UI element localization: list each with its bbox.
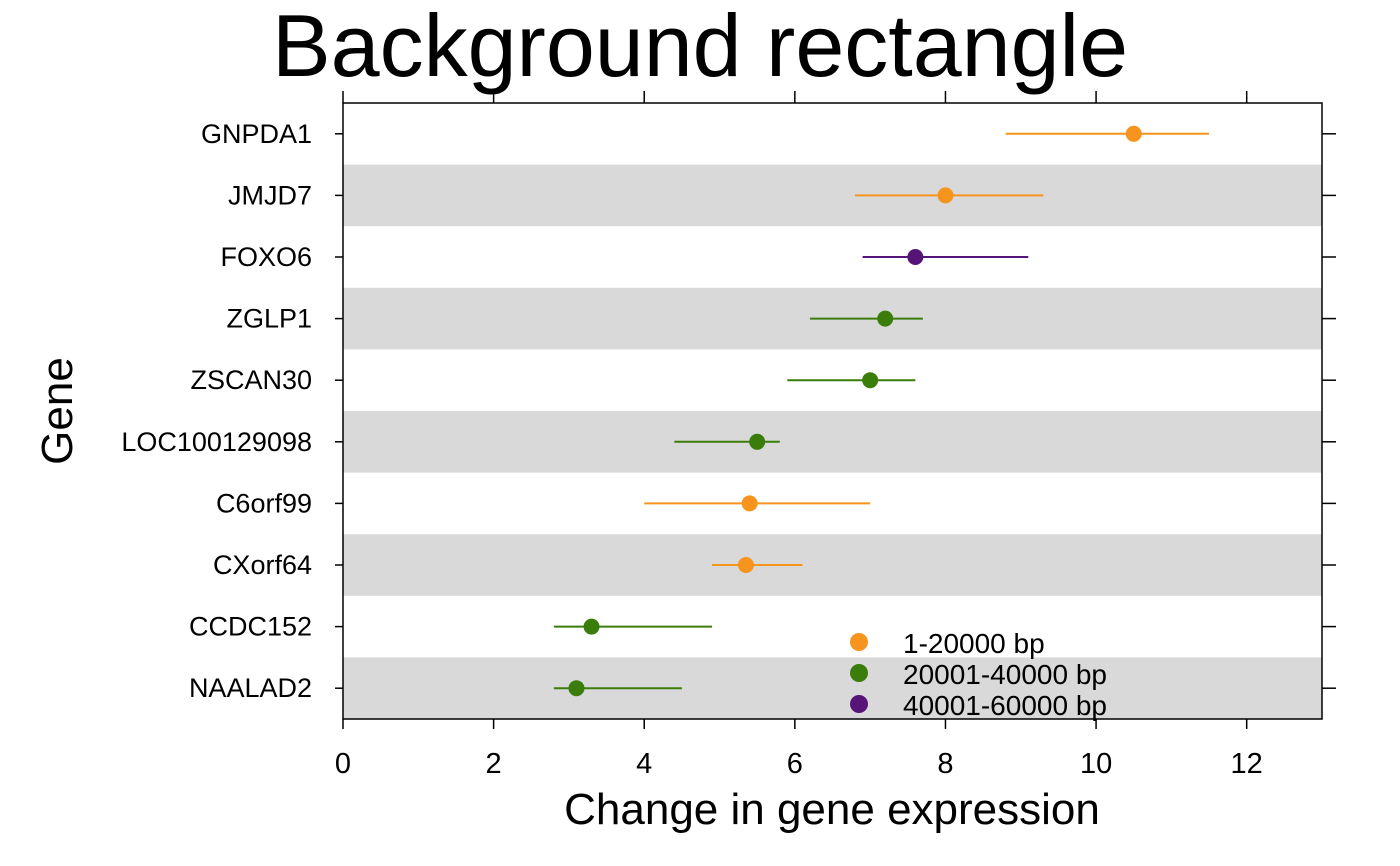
point-zscan30 bbox=[862, 372, 879, 389]
x-tick-label: 12 bbox=[1231, 748, 1263, 780]
gene-label: CXorf64 bbox=[213, 550, 312, 580]
gene-label: GNPDA1 bbox=[201, 119, 312, 149]
legend-marker bbox=[850, 664, 868, 682]
x-tick-label: 10 bbox=[1080, 748, 1112, 780]
point-cxorf64 bbox=[737, 557, 754, 573]
legend-label: 1-20000 bp bbox=[903, 628, 1045, 659]
point-ccdc152 bbox=[583, 618, 600, 635]
point-zglp1 bbox=[877, 310, 894, 327]
point-gnpda1 bbox=[1125, 125, 1142, 142]
row-shade-cxorf64 bbox=[343, 534, 1322, 596]
row-shade-jmjd7 bbox=[343, 164, 1322, 227]
plot-frame bbox=[342, 102, 1323, 720]
data-marks bbox=[553, 125, 1210, 697]
gene-label: ZGLP1 bbox=[226, 304, 312, 334]
chart-title: Background rectangle bbox=[272, 0, 1128, 95]
y-axis-label: Gene bbox=[33, 357, 82, 465]
point-naalad2 bbox=[568, 680, 585, 697]
gene-label: ZSCAN30 bbox=[190, 365, 312, 395]
point-c6orf99 bbox=[741, 495, 758, 512]
gene-label: JMJD7 bbox=[228, 180, 312, 210]
point-loc100129098 bbox=[749, 433, 766, 450]
row-shade-naalad2 bbox=[343, 657, 1322, 719]
gene-label: CCDC152 bbox=[189, 612, 312, 642]
gene-label: C6orf99 bbox=[216, 488, 312, 518]
x-tick-label: 4 bbox=[636, 748, 652, 780]
x-tick-label: 0 bbox=[335, 748, 351, 780]
legend-marker bbox=[850, 633, 868, 651]
x-tick-label: 8 bbox=[937, 748, 953, 780]
gene-label: NAALAD2 bbox=[189, 673, 312, 703]
gene-label: FOXO6 bbox=[220, 242, 312, 272]
legend-label: 20001-40000 bp bbox=[903, 659, 1107, 690]
gene-label: LOC100129098 bbox=[121, 427, 312, 457]
point-jmjd7 bbox=[937, 187, 954, 204]
x-tick-label: 6 bbox=[787, 748, 803, 780]
x-tick-label: 2 bbox=[486, 748, 502, 780]
x-axis-ticks: 0 2 4 6 8 10 12 bbox=[335, 91, 1263, 780]
legend-marker bbox=[850, 695, 868, 713]
point-foxo6 bbox=[907, 249, 924, 265]
row-ticks bbox=[335, 133, 1336, 689]
x-axis-label: Change in gene expression bbox=[564, 785, 1100, 834]
legend-label: 40001-60000 bp bbox=[903, 690, 1107, 721]
background-rectangles bbox=[343, 164, 1322, 719]
gene-labels: GNPDA1 JMJD7 FOXO6 ZGLP1 ZSCAN30 LOC100129098… bbox=[121, 119, 312, 703]
row-shade-loc100129098 bbox=[343, 411, 1322, 473]
